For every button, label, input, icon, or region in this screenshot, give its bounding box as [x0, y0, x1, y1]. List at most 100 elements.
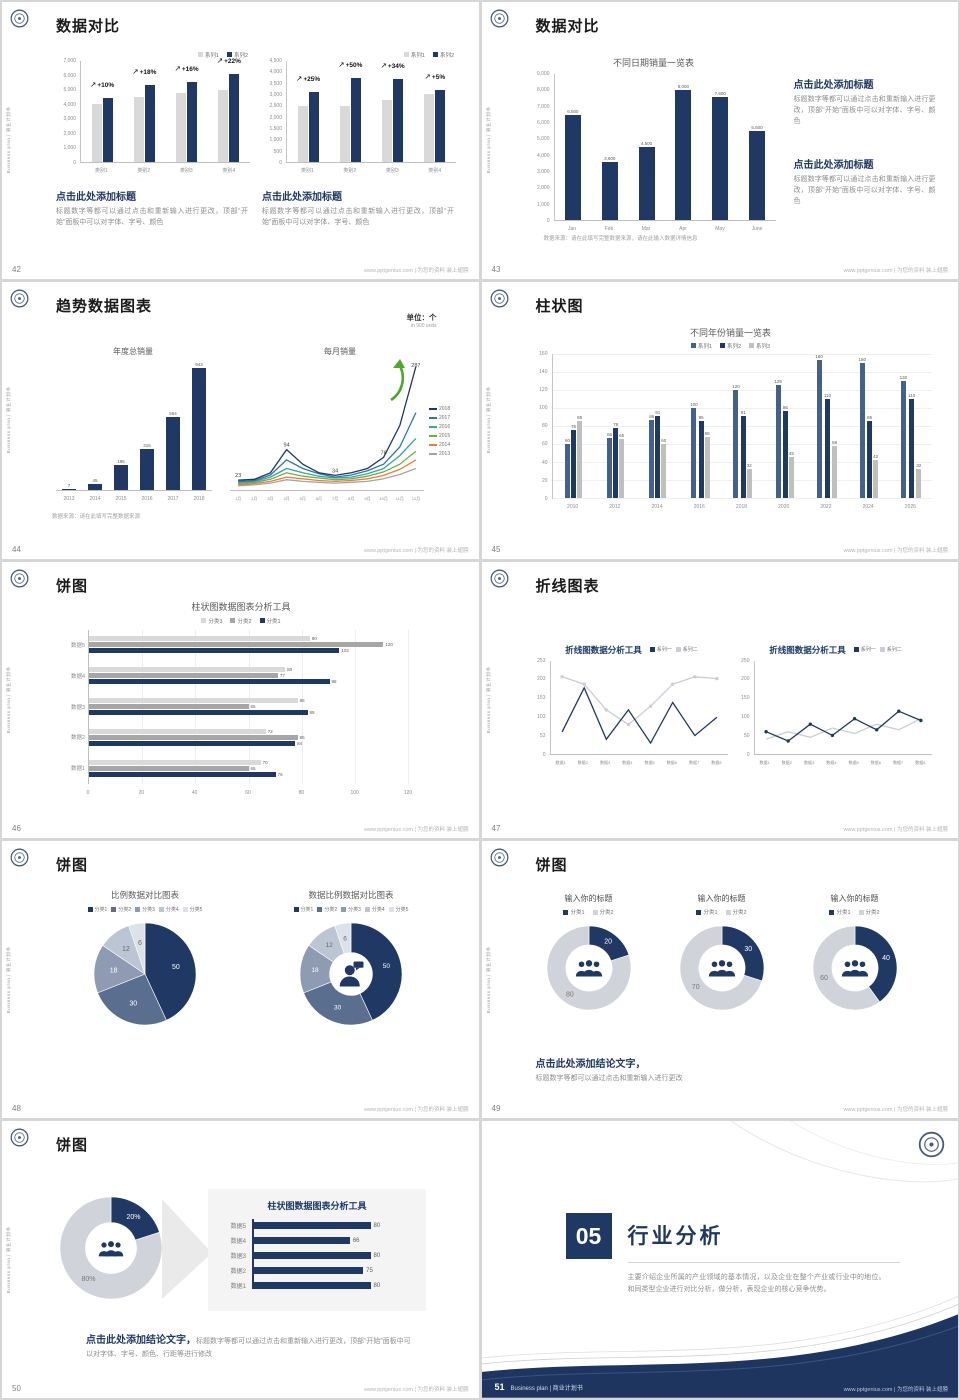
chart-title: 输入你的标题: [564, 894, 613, 904]
chart-legend: 分类1 分类2: [829, 908, 880, 916]
legend-item: 2014: [429, 442, 450, 448]
series-line: [561, 685, 717, 744]
bar: [859, 362, 865, 498]
series-line: [238, 450, 417, 484]
caption-heading: 点击此处添加标题: [262, 192, 342, 203]
chart-legend: 分类1 分类2 分类3 分类4 分类5: [293, 906, 408, 913]
bar: [89, 740, 296, 746]
slide-43[interactable]: Business plan | 商业计划书 数据对比 不同日期销量一览表 9,0…: [481, 2, 958, 279]
legend-item: 分类3: [201, 617, 222, 625]
bar: [704, 436, 710, 498]
bar: [252, 1252, 371, 1260]
divider-line: [627, 1262, 900, 1264]
caption-block-right: 点击此处添加标题 标题数字等都可以通过点击和重新输入进行更改，顶部“开始”面板中…: [262, 188, 454, 229]
svg-text:20: 20: [604, 939, 612, 946]
legend-item: 分类2: [111, 906, 131, 913]
chart-legend: 系列1 系列2 系列3: [528, 342, 934, 350]
donut-column-3: 输入你的标题 分类1 分类2 40 60: [790, 893, 920, 1012]
chart-legend: 2018 2017 2016 2015 2014 2013: [426, 361, 454, 502]
school-emblem-icon: [10, 848, 29, 867]
bar: [252, 1282, 371, 1290]
growth-arrow-icon: [388, 358, 410, 402]
bar: [393, 79, 404, 162]
bar: [89, 710, 308, 716]
slide-42[interactable]: Business plan | 商业计划书 数据对比 系列1 系列2 7,000 6…: [2, 2, 479, 279]
bar: [166, 417, 180, 490]
slide-50[interactable]: Business plan | 商业计划书 饼图 20% 80% 柱状图数据图表分…: [2, 1121, 479, 1398]
school-emblem-icon: [10, 9, 29, 28]
series-line: [765, 710, 921, 742]
bar: [89, 673, 278, 679]
page-number: 47: [491, 824, 501, 834]
side-vertical-caption: Business plan | 商业计划书: [485, 666, 491, 734]
slide-47[interactable]: Business plan | 商业计划书 折线图表 折线图数据分析工具 系列一…: [481, 561, 958, 839]
series-line: [765, 717, 921, 740]
donut-chart: 40 60: [811, 924, 899, 1012]
site-footer: www.pptgenius.com | 为您的资料 装上翅膀: [843, 1107, 948, 1114]
series-line: [238, 437, 417, 483]
slide-title: 折线图表: [535, 577, 600, 595]
side-vertical-caption: Business plan | 商业计划书: [6, 946, 11, 1014]
bar: [740, 415, 746, 498]
bar: [308, 91, 319, 162]
slide-46[interactable]: Business plan | 商业计划书 饼图 柱状图数据图表分析工具 分类3…: [2, 561, 479, 839]
slide-48[interactable]: Business plan | 商业计划书 饼图 比例数据对比图表 分类1 分类2…: [2, 841, 479, 1119]
legend-item: 2015: [429, 433, 450, 439]
side-vertical-caption: Business plan | 商业计划书: [485, 106, 491, 174]
site-footer: www.pptgenius.com | 为您的资料 装上翅膀: [843, 1386, 948, 1393]
legend-item: 系列一: [649, 646, 672, 653]
chart-legend: 系列1 系列2: [262, 50, 458, 59]
bar: [89, 759, 261, 765]
slide-49[interactable]: Business plan | 商业计划书 饼图 输入你的标题 分类1 分类2 2…: [481, 841, 958, 1119]
bar: [89, 648, 340, 654]
svg-text:50: 50: [383, 964, 391, 971]
bar: [698, 421, 704, 498]
svg-text:94: 94: [284, 442, 290, 448]
caption-block-bottom: 点击此处添加标题 标题数字等都可以通过点击和重新输入进行更改，顶部“开始”面板中…: [794, 156, 936, 208]
legend-item: 2013: [429, 451, 450, 457]
legend-item: 分类1: [696, 908, 718, 916]
legend-item: 分类2: [317, 906, 337, 913]
school-emblem-icon: [918, 1131, 945, 1158]
svg-text:80%: 80%: [81, 1276, 95, 1283]
line-chart: 23 94 34 76 287 1月 2月 3月 4月 5月 6月 7月 8月 9月 10月 11月 12月: [226, 361, 426, 502]
bar: [749, 130, 766, 220]
slide-45[interactable]: Business plan | 商业计划书 柱状图 不同年份销量一览表 系列1 系…: [481, 281, 958, 559]
bar: [89, 636, 310, 642]
growth-annotation: ↗ +25%: [296, 73, 321, 83]
slide-51[interactable]: 05 行业分析 主要介绍企业所属的产业领域的基本情况，以及企业在整个产业或行业中…: [481, 1121, 958, 1398]
site-footer: www.pptgenius.com | 为您的资料 装上翅膀: [843, 547, 948, 554]
slide-44[interactable]: Business plan | 商业计划书 趋势数据图表 单位：个 in 900…: [2, 281, 479, 559]
pie-slice: [679, 926, 762, 1011]
bar: [655, 415, 661, 498]
bar: [192, 368, 206, 490]
donut-chart: 30 70: [678, 924, 766, 1012]
school-emblem-icon: [10, 1128, 29, 1147]
grouped-bar-chart: 4,500 4,000 3,500 3,000 2,500 2,000 1,500 1,000…: [262, 58, 458, 174]
slide-title: 饼图: [56, 857, 89, 875]
school-emblem-icon: [490, 9, 509, 28]
growth-annotation: ↗ +5%: [424, 72, 446, 82]
bar: [229, 74, 240, 162]
legend-item: 分类1: [563, 908, 585, 916]
bar-chart: 9,000 8,000 7,000 6,000 5,000 4,000 3,000 2,000…: [530, 71, 778, 232]
footer-left: 51 Business plan | 商业计划书: [495, 1382, 583, 1392]
caption-heading: 点击此处添加标题: [793, 160, 874, 171]
bar: [619, 439, 625, 498]
bar: [114, 464, 128, 490]
page-number: 42: [12, 264, 21, 274]
caption-block-top: 点击此处添加标题 标题数字等都可以通过点击和重新输入进行更改，顶部“开始”面板中…: [794, 76, 936, 128]
data-source-note: 数据来源：请在此填写完整数据来源，请在此输入数据详情信息: [543, 236, 698, 242]
svg-text:23: 23: [235, 473, 241, 479]
chart-title: 比例数据对比图表: [110, 890, 179, 901]
site-footer: www.pptgenius.com | 为您的资料 装上翅膀: [843, 267, 948, 274]
pie-slice: [334, 923, 352, 955]
chart-title: 折线图数据分析工具: [769, 644, 846, 655]
bar: [832, 445, 838, 498]
pie-slice: [350, 923, 403, 1022]
slide-title: 数据对比: [56, 18, 121, 35]
legend-item: 分类2: [725, 908, 747, 916]
page-number: 44: [12, 544, 21, 554]
bar: [89, 734, 298, 740]
